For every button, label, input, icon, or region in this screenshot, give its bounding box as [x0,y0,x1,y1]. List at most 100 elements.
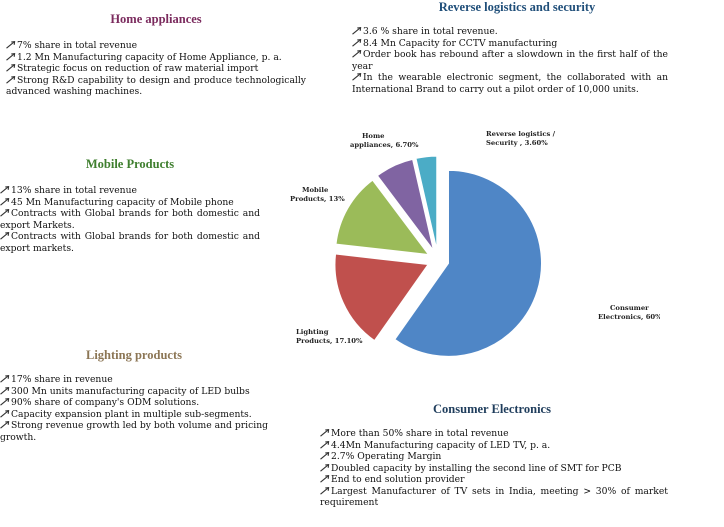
lighting-products-heading: Lighting products [86,348,182,362]
bullet-item: Strong R&D capability to design and prod… [6,75,306,98]
bullet-item: 300 Mn units manufacturing capacity of L… [0,386,268,398]
home-appliances-section: Home appliances 7% share in total revenu… [6,12,306,98]
consumer-electronics-heading: Consumer Electronics [433,402,551,416]
pie-slice-label-line: Products, 17.10% [296,337,363,345]
bullet-item: Strategic focus on reduction of raw mate… [6,63,306,75]
arrow-bullet-icon [0,409,10,418]
arrow-bullet-icon [320,486,330,495]
bullet-item: 2.7% Operating Margin [320,451,668,463]
bullet-item: 3.6 % share in total revenue. [352,26,668,38]
revenue-share-pie-chart: Consumer Electronics, 60%Lighting Products… [290,130,660,357]
bullet-text: Strong R&D capability to design and prod… [6,74,306,98]
bullet-text: 13% share in total revenue [11,185,137,196]
pie-slice-label-line: Lighting [296,328,329,336]
bullet-text: 3.6 % share in total revenue. [363,26,498,37]
pie-slice-label: Lighting Products, 17.10% [296,328,363,345]
pie-slice [335,179,430,256]
bullet-text: Order book has rebound after a slowdown … [352,49,668,72]
arrow-bullet-icon [352,72,362,81]
arrow-bullet-icon [352,26,362,35]
bullet-text: Largest Manufacturer of TV sets in India… [320,485,668,509]
bullet-item: Order book has rebound after a slowdown … [352,49,668,72]
bullet-item: Doubled capacity by installing the secon… [320,463,668,475]
bullet-item: Contracts with Global brands for both do… [0,231,260,254]
bullet-item: 90% share of company's ODM solutions. [0,397,268,409]
consumer-electronics-section: Consumer Electronics More than 50% share… [320,402,668,509]
pie-slice-label-line: Electronics, 60% [598,313,660,321]
bullet-item: In the wearable electronic segment, the … [352,72,668,95]
mobile-products-section: Mobile Products 13% share in total reven… [0,157,260,254]
bullet-text: 7% share in total revenue [17,40,138,51]
bullet-item: 7% share in total revenue [6,40,306,52]
pie-slice [394,169,542,357]
lighting-products-list: 17% share in revenue 300 Mn units manufac… [0,374,268,443]
bullet-text: 2.7% Operating Margin [331,451,442,462]
arrow-bullet-icon [0,197,10,206]
pie-slice-label: Reverse logistics / Security , 3.60% [486,130,556,147]
bullet-text: Contracts with Global brands for both do… [0,231,260,254]
bullet-text: 17% share in revenue [11,374,113,385]
arrow-bullet-icon [320,463,330,472]
home-appliances-heading: Home appliances [110,12,202,26]
bullet-item: More than 50% share in total revenue [320,428,668,440]
bullet-text: 1.2 Mn Manufacturing capacity of Home Ap… [17,51,282,63]
pie-slice-label-line: Home [362,132,385,140]
pie-slice-label: Consumer Electronics, 60% [598,304,660,321]
bullet-text: Strategic focus on reduction of raw mate… [17,63,259,74]
bullet-item: 1.2 Mn Manufacturing capacity of Home Ap… [6,52,306,64]
reverse-logistics-list: 3.6 % share in total revenue. 8.4 Mn Capa… [352,26,668,95]
pie-slice-label-line: Security , 3.60% [486,139,548,147]
arrow-bullet-icon [0,420,10,429]
pie-slice-label-line: Mobile [302,186,329,194]
pie-slice-label-line: Consumer [610,304,649,312]
mobile-products-list: 13% share in total revenue 45 Mn Manufact… [0,185,260,254]
pie-slice-label: Mobile Products, 13% [290,186,345,203]
bullet-item: Largest Manufacturer of TV sets in India… [320,486,668,509]
bullet-text: 4.4Mn Manufacturing capacity of LED TV, … [331,439,551,451]
bullet-text: In the wearable electronic segment, the … [352,72,668,95]
bullet-text: 300 Mn units manufacturing capacity of L… [11,385,250,397]
bullet-text: Strong revenue growth led by both volume… [0,420,268,443]
pie-slice-label-line: Products, 13% [290,195,345,203]
arrow-bullet-icon [352,49,362,58]
arrow-bullet-icon [0,374,10,383]
bullet-item: 13% share in total revenue [0,185,260,197]
bullet-item: Capacity expansion plant in multiple sub… [0,409,268,421]
consumer-electronics-list: More than 50% share in total revenue 4.4M… [320,428,668,509]
arrow-bullet-icon [6,40,16,49]
bullet-item: 8.4 Mn Capacity for CCTV manufacturing [352,38,668,50]
arrow-bullet-icon [6,75,16,84]
bullet-text: More than 50% share in total revenue [331,428,509,439]
bullet-text: Doubled capacity by installing the secon… [331,462,622,474]
bullet-text: Contracts with Global brands for both do… [0,208,260,231]
arrow-bullet-icon [0,208,10,217]
lighting-products-section: Lighting products 17% share in revenue 30… [0,348,268,443]
bullet-text: 45 Mn Manufacturing capacity of Mobile p… [11,196,234,208]
arrow-bullet-icon [0,231,10,240]
bullet-text: 8.4 Mn Capacity for CCTV manufacturing [363,37,558,49]
bullet-item: Strong revenue growth led by both volume… [0,420,268,443]
arrow-bullet-icon [0,386,10,395]
reverse-logistics-heading: Reverse logistics and security [438,0,596,14]
pie-slice-label: Home appliances, 6.70% [350,132,419,149]
bullet-text: 90% share of company's ODM solutions. [11,397,200,408]
pie-slice [415,155,438,250]
arrow-bullet-icon [320,474,330,483]
bullet-text: End to end solution provider [331,474,465,485]
pie-slice [334,253,429,342]
arrow-bullet-icon [320,440,330,449]
reverse-logistics-section: Reverse logistics and security 3.6 % sha… [352,0,668,95]
pie-slice-label-line: appliances, 6.70% [350,141,419,149]
mobile-products-heading: Mobile Products [85,157,175,171]
bullet-item: 45 Mn Manufacturing capacity of Mobile p… [0,197,260,209]
arrow-bullet-icon [0,185,10,194]
bullet-item: 4.4Mn Manufacturing capacity of LED TV, … [320,440,668,452]
arrow-bullet-icon [320,451,330,460]
pie-slice-label-line: Reverse logistics / [486,130,556,138]
arrow-bullet-icon [6,63,16,72]
pie-slice [376,158,434,251]
home-appliances-list: 7% share in total revenue 1.2 Mn Manufact… [6,40,306,98]
arrow-bullet-icon [320,428,330,437]
bullet-item: 17% share in revenue [0,374,268,386]
arrow-bullet-icon [352,38,362,47]
